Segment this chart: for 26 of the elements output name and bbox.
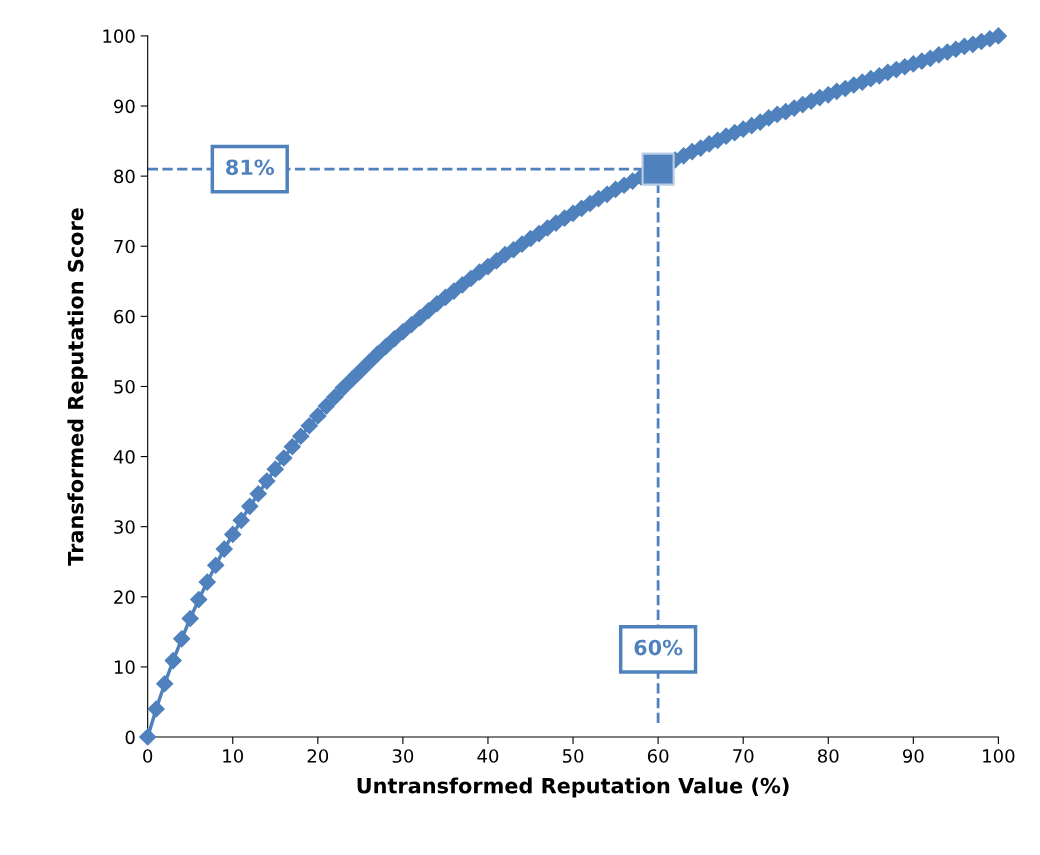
x-tick-label: 30 [392,749,414,763]
y-tick-label: 80 [114,169,135,184]
x-tick-label: 40 [477,749,499,763]
y-tick-label: 40 [113,450,135,464]
x-tick-label: 100 [983,749,1015,763]
y-tick-label: 50 [114,379,135,394]
y-tick-label: 20 [114,590,135,604]
x-tick-label: 0 [143,749,153,763]
x-tick-label: 90 [902,749,924,763]
x-tick-label: 60 [647,749,669,763]
y-axis-title: Transformed Reputation Score [67,208,88,566]
x-tick-label: 80 [817,749,839,763]
y-tick-label: 0 [125,730,135,745]
x-axis-title: Untransformed Reputation Value (%) [357,777,789,798]
y-tick-label: 90 [114,99,135,114]
ref-line-label: 60% [634,639,683,656]
y-tick-label: 30 [114,520,135,534]
x-tick-label: 50 [562,749,584,763]
x-tick-label: 10 [223,749,244,763]
ref-line-label: 81% [226,159,275,176]
x-tick-label: 20 [307,749,329,763]
y-tick-label: 10 [114,660,135,675]
y-tick-label: 70 [114,239,135,254]
y-tick-label: 60 [114,309,135,324]
y-tick-label: 100 [103,29,135,44]
x-tick-label: 70 [733,749,754,763]
